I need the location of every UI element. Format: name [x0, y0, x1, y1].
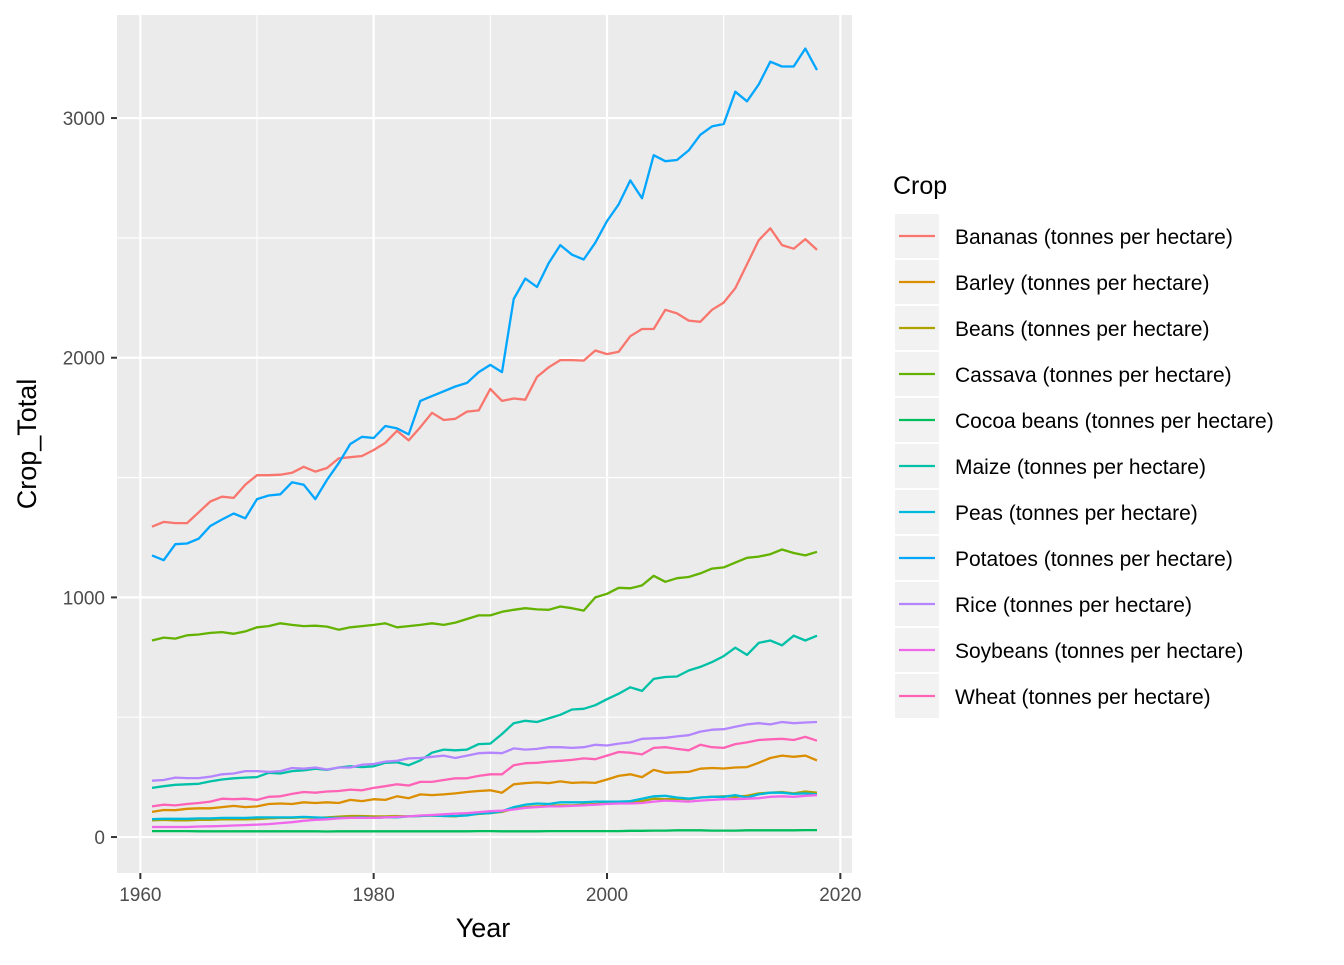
- y-tick-label: 2000: [63, 349, 105, 370]
- legend-label: Cassava (tonnes per hectare): [955, 364, 1232, 387]
- series-line-9: [152, 793, 818, 829]
- y-tick-label: 3000: [63, 109, 105, 130]
- x-tick-label: 2000: [586, 885, 628, 906]
- legend: Crop Bananas (tonnes per hectare) Barley …: [893, 172, 1274, 718]
- legend-label: Beans (tonnes per hectare): [955, 318, 1209, 341]
- y-axis-title: Crop_Total: [12, 379, 42, 510]
- series-line-7: [151, 47, 819, 562]
- series-lines: [151, 47, 819, 833]
- legend-label: Barley (tonnes per hectare): [955, 272, 1209, 295]
- series-line-10: [151, 735, 818, 808]
- legend-label: Maize (tonnes per hectare): [955, 456, 1206, 479]
- series-line-1: [151, 754, 818, 814]
- y-tick-label: 0: [94, 828, 105, 849]
- legend-label: Wheat (tonnes per hectare): [955, 686, 1211, 709]
- legend-label: Bananas (tonnes per hectare): [955, 226, 1233, 249]
- grid-lines: [117, 15, 852, 873]
- x-tick-label: 1960: [119, 885, 161, 906]
- series-line-3: [151, 548, 818, 642]
- axes: 1960 1980 2000 2020 0 1000 2000 3000: [63, 109, 862, 906]
- series-line-5: [151, 634, 818, 790]
- legend-label: Potatoes (tonnes per hectare): [955, 548, 1233, 571]
- series-line-6: [151, 791, 818, 821]
- x-tick-label: 1980: [353, 885, 395, 906]
- plot-panel: [117, 15, 852, 873]
- x-tick-label: 2020: [819, 885, 861, 906]
- legend-label: Cocoa beans (tonnes per hectare): [955, 410, 1274, 433]
- legend-label: Rice (tonnes per hectare): [955, 594, 1192, 617]
- series-line-4: [152, 828, 817, 833]
- series-line-0: [151, 227, 818, 528]
- x-axis-title: Year: [456, 913, 511, 943]
- legend-title: Crop: [893, 172, 947, 200]
- legend-label: Peas (tonnes per hectare): [955, 502, 1198, 525]
- y-tick-label: 1000: [63, 588, 105, 609]
- legend-label: Soybeans (tonnes per hectare): [955, 640, 1243, 663]
- series-line-8: [151, 720, 818, 782]
